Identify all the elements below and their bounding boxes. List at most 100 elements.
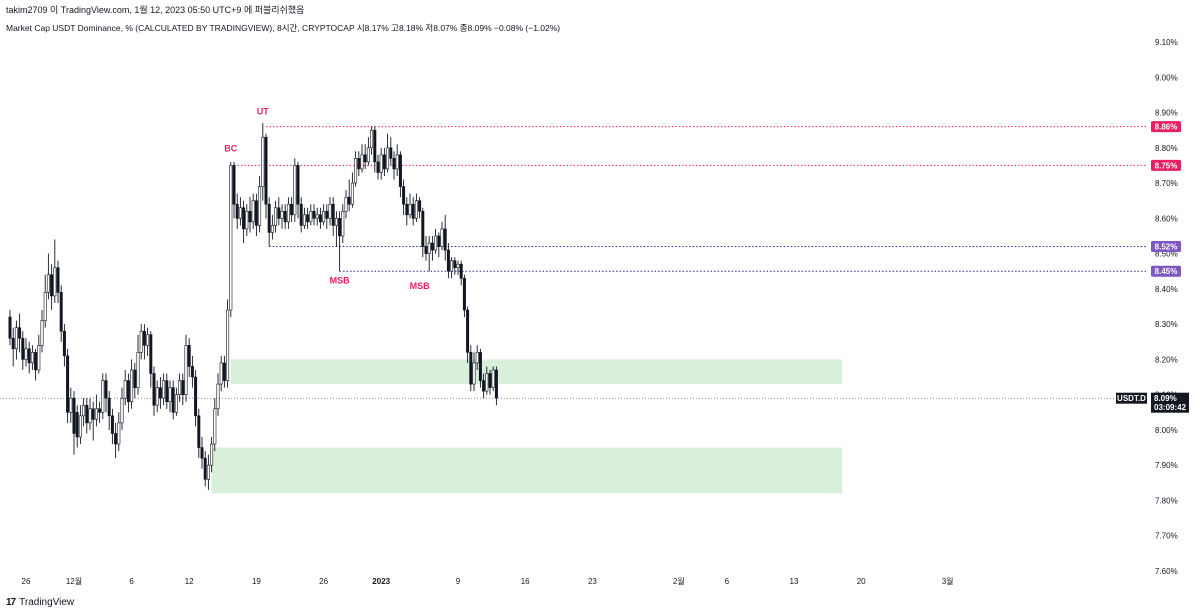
candle-body [312,210,316,219]
candle-body [91,408,95,420]
candle-body [270,225,274,233]
candle [318,207,322,229]
candle [315,207,319,226]
candle-body [229,165,233,311]
last-price-tag: USDT.D 8.09%03:09:42 [1116,392,1189,413]
candle [245,204,249,236]
candle [94,394,98,427]
y-tick-label: 8.30% [1155,320,1178,329]
candle [482,373,486,399]
level-price-tag [1151,241,1181,253]
x-tick-label: 19 [252,577,261,586]
tradingview-logo[interactable]: 17 TradingView [6,597,74,608]
candle-body [370,129,374,149]
candle-body [488,373,492,388]
candle [72,391,76,455]
candle [46,253,50,300]
candle [222,355,226,388]
candle [139,324,143,360]
candle [370,126,374,155]
candle-body [226,309,230,381]
candle [91,401,95,441]
x-tick-label: 20 [857,577,866,586]
candle [226,299,230,388]
candle [254,193,258,236]
publish-credit: takim2709 이 TradingView.com, 1월 12, 2023… [6,5,305,15]
candles [8,123,498,490]
y-tick-label: 8.90% [1155,109,1178,118]
candle [373,126,377,173]
x-tick-label: 23 [588,577,597,586]
candle-body [296,165,300,205]
candle [37,334,41,374]
candle [494,366,498,406]
candle [158,377,162,409]
candle [347,179,351,212]
time-axis[interactable]: 26 12월 6 12 19 26 2023 9 16 23 2월 6 13 20 3월 [22,576,954,586]
candle-body [104,380,108,399]
candle-body [203,457,207,480]
annotation-ut-label: UT [257,106,269,116]
level-price-tag-text: 8.75% [1155,161,1178,170]
candle [165,373,169,409]
candle-body [120,397,124,424]
x-tick-label: 13 [790,577,799,586]
candle [366,137,370,166]
candle-body [133,369,137,388]
candle [229,161,233,318]
candle-body [117,422,121,445]
y-tick-label: 7.70% [1155,532,1178,541]
candle [312,204,316,226]
x-tick-label: 3월 [942,576,954,586]
tradingview-logo-icon: 17 [6,597,16,608]
candle [69,387,73,423]
level-price-tag [1151,121,1181,133]
x-tick-label: 9 [456,577,461,586]
candle [456,260,460,275]
candle [462,274,466,318]
candle [34,348,38,381]
last-price-box [1151,392,1189,413]
price-axis[interactable]: 9.10% 9.00% 8.90% 8.80% 8.70% 8.60% 8.50% 8.40%… [1155,38,1178,576]
candle-body [453,260,457,269]
candle [424,235,428,261]
candle-body [242,207,246,230]
candle [437,232,441,258]
candle-body [283,210,287,223]
candle-body [194,376,198,417]
candle-body [251,200,255,223]
candle-body [126,380,130,403]
candle [235,193,239,229]
candle [133,362,137,399]
candle [363,144,367,169]
candle-body [472,362,476,385]
candle-body [389,147,393,159]
candle-body [466,309,470,353]
candle [267,197,271,247]
candle [386,133,390,173]
candle [181,373,185,406]
candle-body [398,154,402,187]
candle-body [430,242,434,251]
y-tick-label: 8.20% [1155,355,1178,364]
candle [21,331,25,370]
candle [344,190,348,219]
annotation-msb-label: MSB [330,276,351,286]
candle-body [392,158,396,170]
candle-body [482,380,486,392]
candle [248,197,252,233]
zone-2 [211,447,843,494]
candle [56,260,60,303]
candle-body [216,383,220,410]
candle [130,359,134,409]
candle [30,345,34,370]
candle [418,197,422,219]
candle [59,285,63,342]
candle-body [82,404,86,417]
candle-body [280,210,284,219]
candle [430,235,434,261]
level-price-tag [1151,265,1181,277]
candle-body [459,263,463,279]
candle-body [18,327,22,339]
